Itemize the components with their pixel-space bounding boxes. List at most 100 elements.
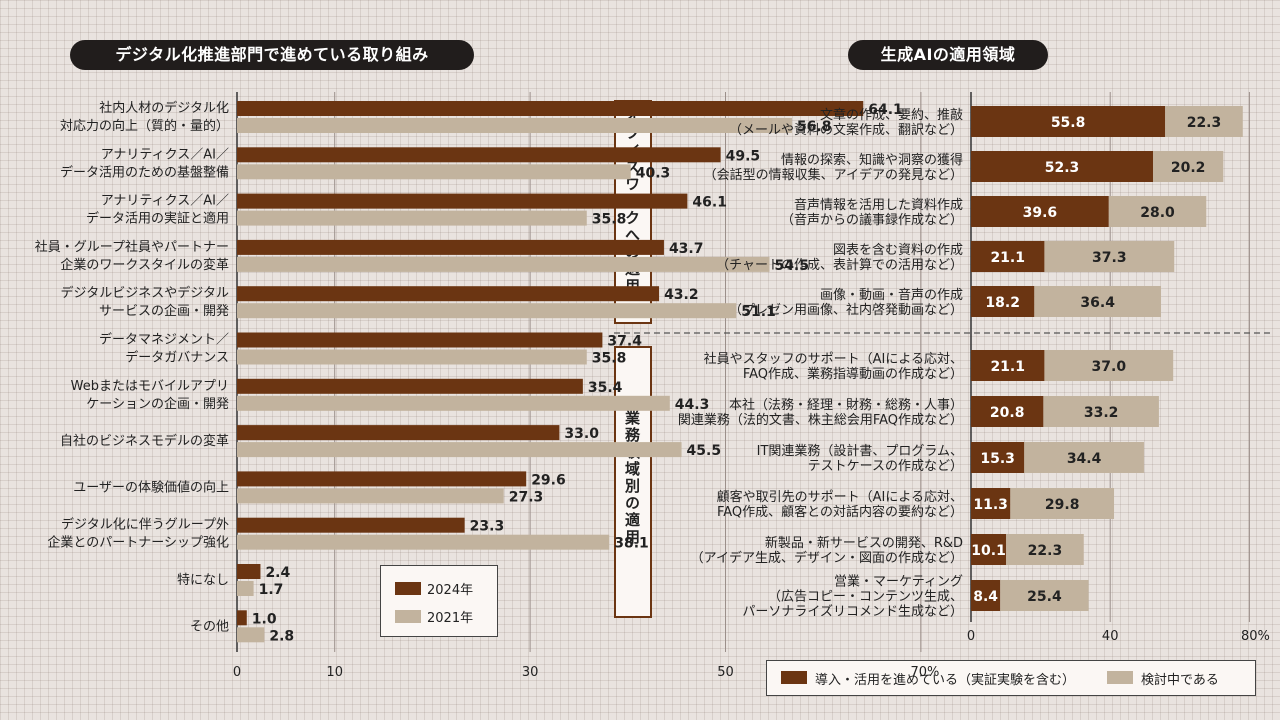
legend-swatch-considering [1107, 671, 1133, 684]
left-category-label: 社内人材のデジタル化 [99, 100, 229, 116]
right-category-label: 文章の作成、要約、推敲 [820, 107, 963, 123]
left-xtick-label: 50 [717, 665, 734, 680]
left-bar [237, 210, 587, 226]
right-bar-adopting [971, 241, 1045, 272]
left-bar-value: 27.3 [509, 489, 544, 505]
right-bar-adopting [971, 286, 1035, 317]
left-category-label: アナリティクス／AI／ [101, 194, 229, 209]
left-bar-value: 38.1 [614, 536, 649, 552]
right-category-label: 関連業務（法的文書、株主総会用FAQ作成など） [678, 412, 963, 428]
left-bar-value: 23.3 [470, 519, 505, 535]
left-bar-value: 64.1 [868, 102, 903, 118]
right-bar-considering [1010, 488, 1115, 519]
right-category-label: 社員やスタッフのサポート（AIによる応対、 [704, 351, 963, 367]
left-bar [237, 349, 587, 365]
legend-label-adopting: 導入・活用を進めている（実証実験を含む） [815, 673, 1076, 688]
right-bar-considering [1043, 396, 1159, 427]
left-bar-value: 1.0 [252, 611, 277, 627]
right-bar-adopting [971, 442, 1025, 473]
right-category-label: （プレゼン用画像、社内啓発動画など） [729, 302, 963, 318]
left-category-label: 企業とのパートナーシップ強化 [47, 535, 229, 551]
left-category-label: 特になし [177, 573, 229, 588]
right-category-label: 音声情報を活用した資料作成 [794, 197, 963, 213]
left-bar [237, 286, 660, 302]
right-bar-considering [1044, 241, 1175, 272]
right-category-label: 新製品・新サービスの開発、R&D [765, 535, 963, 551]
right-bar-value-considering: 37.3 [1092, 250, 1127, 266]
left-category-label: その他 [190, 619, 229, 634]
right-bar-adopting [971, 534, 1007, 565]
left-bar [237, 488, 504, 504]
left-xtick-label: 70% [910, 665, 939, 680]
right-bar-value-adopting: 10.1 [971, 543, 1006, 559]
left-bar [237, 332, 603, 348]
left-bar-value: 45.5 [687, 443, 722, 459]
right-bar-adopting [971, 396, 1044, 427]
left-category-label: データ活用の実証と適用 [86, 211, 229, 227]
right-bar-value-adopting: 15.3 [980, 451, 1015, 467]
right-xtick-label: 80% [1241, 629, 1270, 644]
left-category-label: サービスの企画・開発 [99, 303, 229, 319]
right-bar-value-considering: 33.2 [1084, 405, 1119, 421]
right-bar-considering [1153, 151, 1224, 182]
left-bar [237, 442, 682, 458]
legend-swatch-2021 [395, 610, 421, 623]
right-category-label: 情報の探索、知識や洞察の獲得 [781, 152, 963, 168]
right-category-label: テストケースの作成など） [808, 459, 963, 474]
left-xtick-label: 0 [233, 665, 241, 680]
left-legend: 2024年 2021年 [380, 565, 498, 637]
left-bar [237, 239, 664, 255]
right-bar-adopting [971, 196, 1109, 227]
left-bar [237, 627, 265, 643]
right-category-label: （音声からの議事録作成など） [781, 212, 963, 228]
right-category-label: （チャートの作成、表計算での活用など） [716, 257, 963, 273]
left-bar-value: 43.2 [664, 287, 699, 303]
left-bar-value: 56.8 [797, 119, 832, 135]
right-category-label: 本社（法務・経理・財務・総務・人事） [729, 397, 963, 413]
legend-label-2021: 2021年 [427, 611, 474, 626]
right-bar-value-adopting: 55.8 [1051, 115, 1086, 131]
right-bar-value-considering: 37.0 [1092, 359, 1127, 375]
right-legend: 導入・活用を進めている（実証実験を含む） 検討中である [766, 660, 1256, 696]
left-category-label: アナリティクス／AI／ [101, 147, 229, 162]
left-category-label: デジタル化に伴うグループ外 [61, 517, 229, 533]
left-chart-title: デジタル化推進部門で進めている取り組み [70, 40, 474, 70]
right-bar-value-adopting: 11.3 [973, 497, 1008, 513]
left-category-label: ケーションの企画・開発 [86, 396, 229, 412]
legend-label-2024: 2024年 [427, 583, 474, 598]
left-bar-value: 35.4 [588, 380, 623, 396]
right-category-label: IT関連業務（設計書、プログラム、 [757, 443, 963, 459]
left-bar [237, 118, 792, 133]
left-bar [237, 610, 247, 626]
left-xtick-label: 30 [522, 665, 539, 680]
right-bar-value-adopting: 52.3 [1045, 160, 1080, 176]
left-bar [237, 564, 261, 579]
left-bar-value: 35.8 [592, 351, 627, 367]
right-bar-value-considering: 29.8 [1045, 497, 1080, 513]
left-category-label: データマネジメント／ [99, 332, 229, 348]
left-category-label: デジタルビジネスやデジタル [61, 285, 229, 301]
legend-swatch-adopting [781, 671, 807, 684]
right-bar-considering [1044, 350, 1174, 381]
left-category-label: 社員・グループ社員やパートナー [35, 239, 229, 255]
legend-label-considering: 検討中である [1141, 673, 1219, 688]
left-bar [237, 303, 737, 319]
left-category-label: 対応力の向上（質的・量的） [60, 118, 229, 134]
right-bar-considering [1000, 580, 1089, 611]
right-category-label: （会話型の情報収集、アイデアの発見など） [704, 167, 963, 183]
left-bar-value: 2.8 [269, 628, 294, 644]
right-category-label: パーソナライズリコメンド生成など） [742, 604, 963, 620]
left-bar-value: 2.4 [265, 565, 290, 581]
right-category-label: （広告コピー・コンテンツ生成、 [768, 590, 963, 605]
left-bar [237, 256, 770, 272]
right-bar-value-considering: 25.4 [1027, 589, 1062, 605]
left-bar-value: 54.5 [774, 258, 809, 274]
left-bar [237, 581, 254, 596]
right-category-label: 画像・動画・音声の作成 [820, 287, 963, 303]
left-bar [237, 534, 610, 550]
right-bar-value-considering: 28.0 [1140, 205, 1175, 221]
right-bar-considering [1108, 196, 1207, 227]
legend-swatch-2024 [395, 582, 421, 595]
left-category-label: 企業のワークスタイルの変革 [60, 257, 229, 273]
